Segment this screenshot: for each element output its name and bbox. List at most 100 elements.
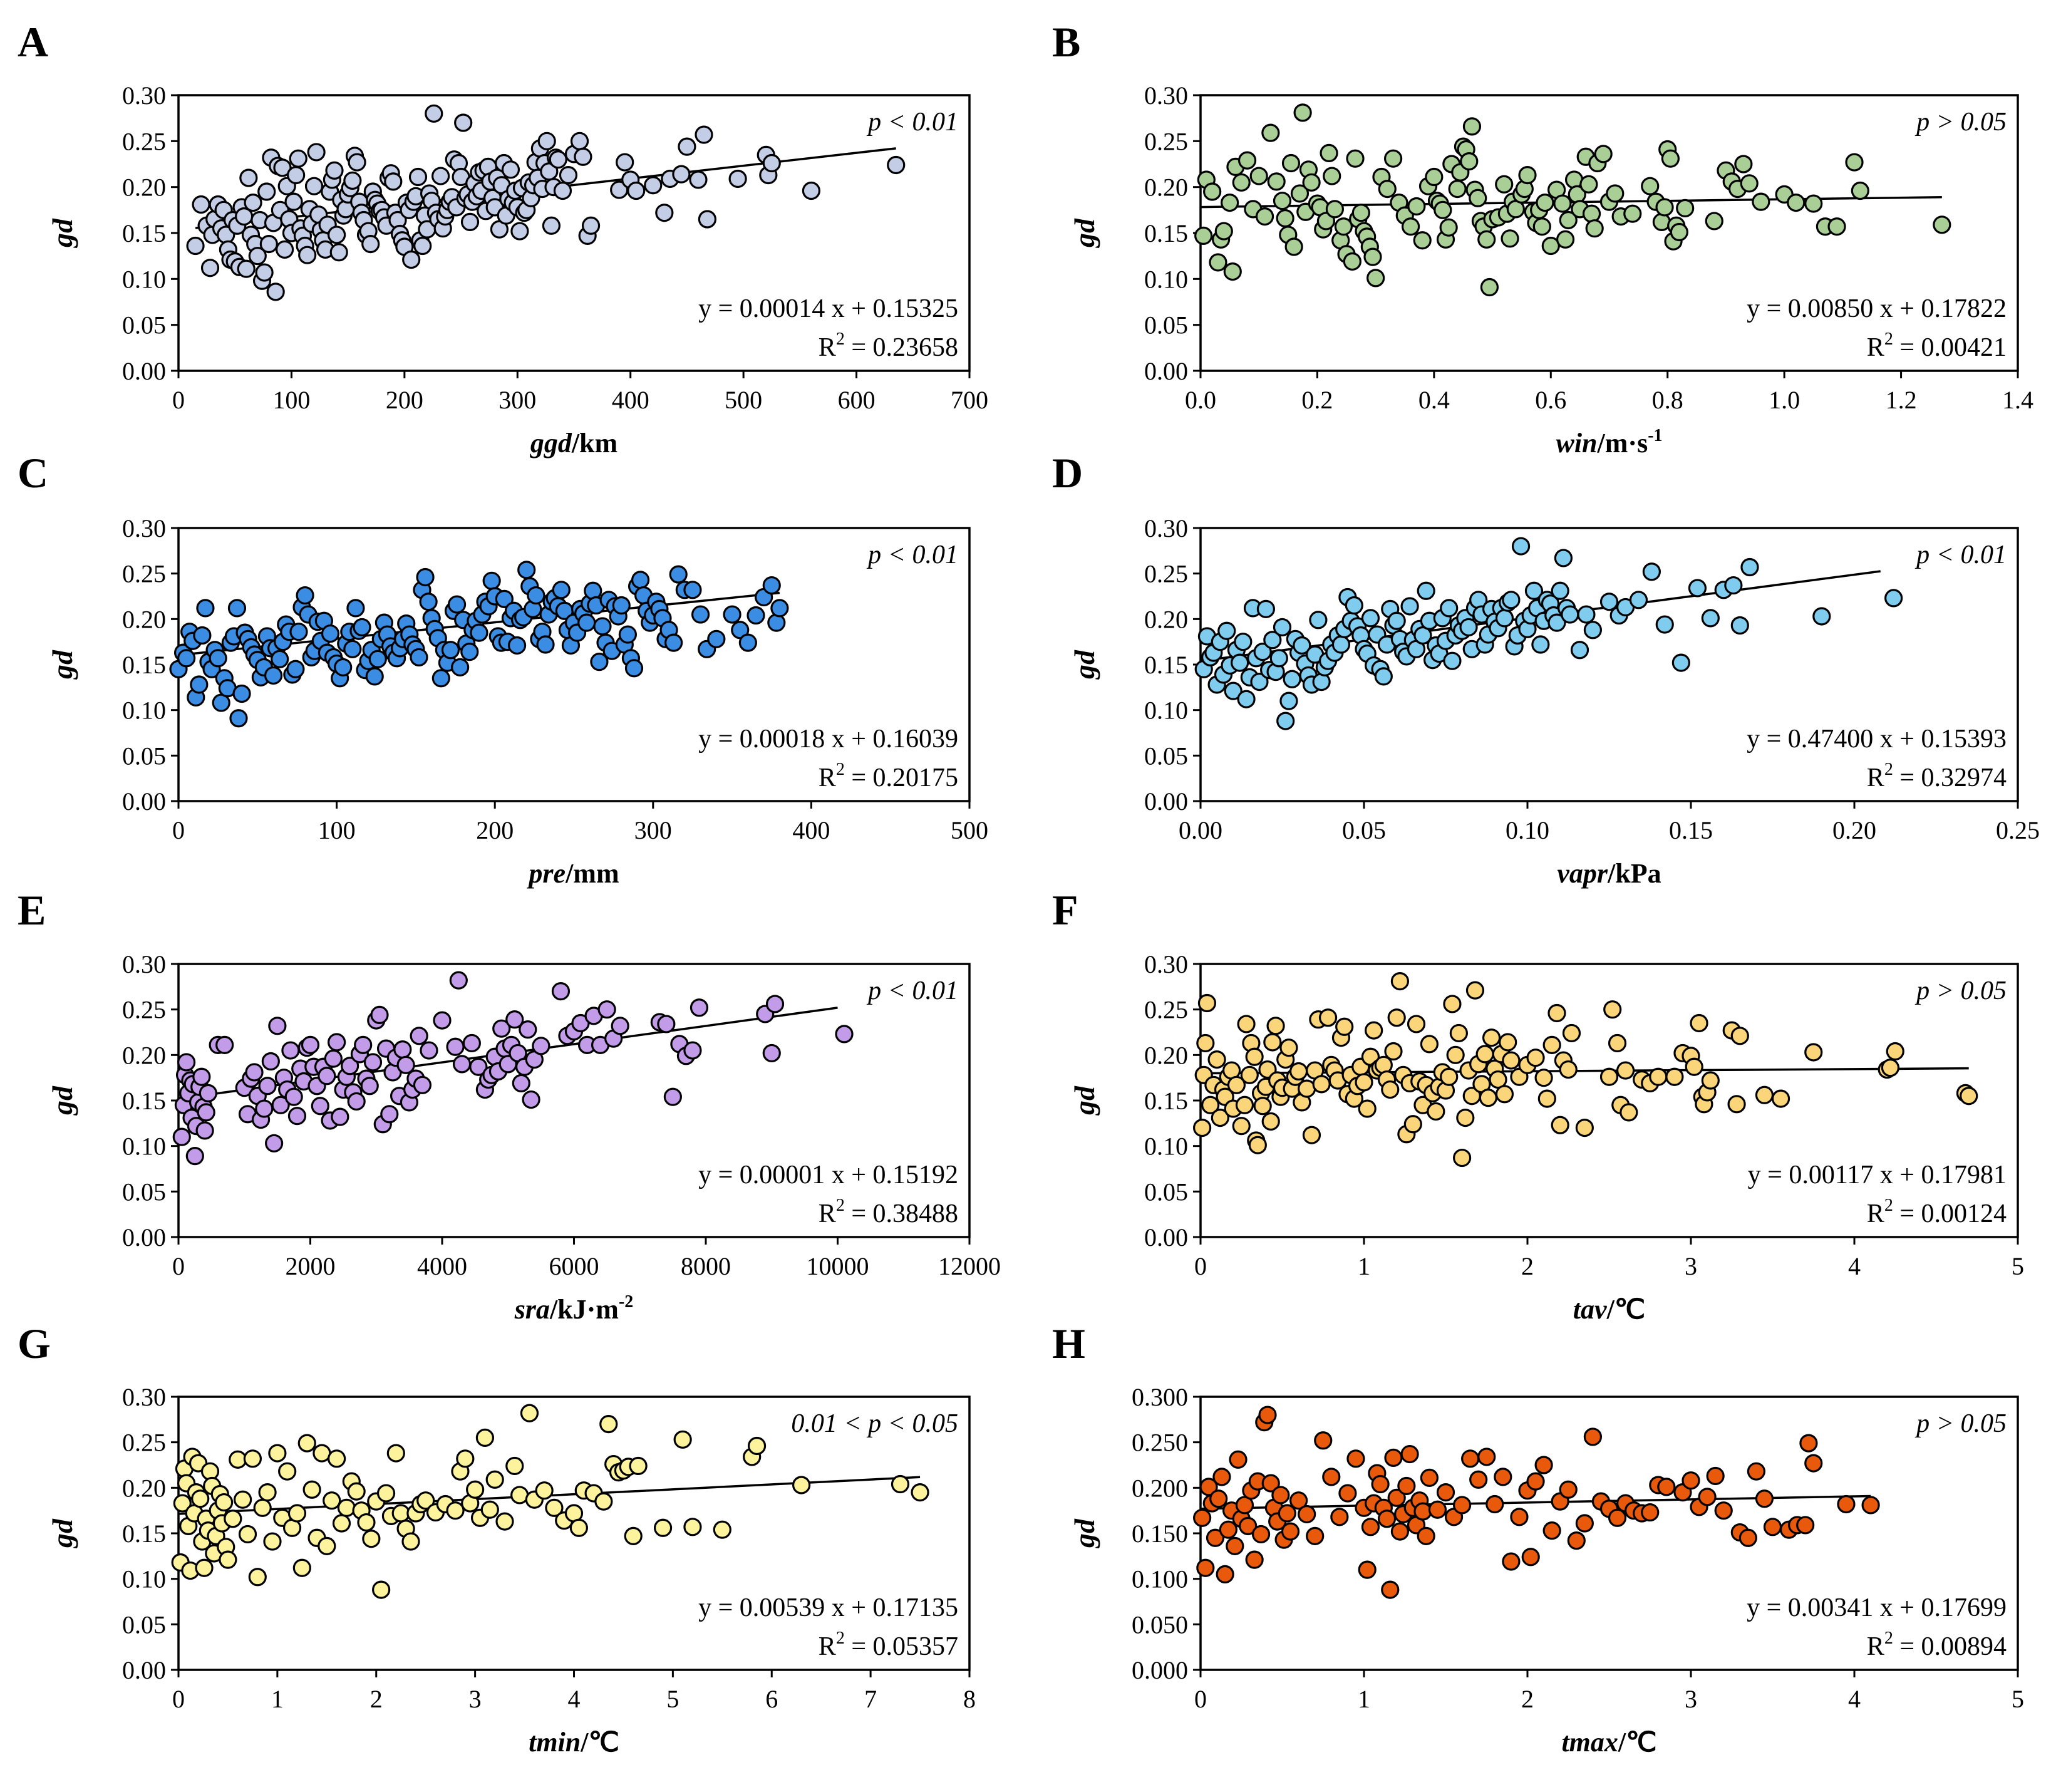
data-point: [1400, 597, 1419, 616]
data-point: [1459, 618, 1478, 637]
data-point: [441, 641, 460, 660]
data-point: [1960, 1087, 1978, 1106]
data-point: [1701, 609, 1720, 628]
data-point: [505, 1010, 524, 1029]
data-point: [1261, 123, 1280, 142]
data-point: [1837, 1494, 1856, 1514]
x-tick-label: 0.0: [1185, 386, 1216, 414]
r-squared-value: = 0.38488: [845, 1199, 958, 1228]
data-point: [413, 1075, 432, 1094]
x-tick-label: 600: [838, 386, 876, 414]
y-tick-label: 0.20: [122, 605, 166, 633]
p-value-label: p < 0.01: [1914, 541, 2007, 569]
y-tick-label: 0.15: [1144, 651, 1188, 679]
data-point: [347, 1482, 366, 1501]
data-point: [219, 1550, 237, 1569]
r-squared-exponent: 2: [836, 1629, 845, 1648]
data-point: [190, 675, 209, 694]
data-point: [343, 640, 362, 658]
data-point: [281, 1041, 300, 1060]
data-point: [1771, 1089, 1790, 1108]
data-point: [265, 1134, 284, 1152]
data-point: [346, 599, 365, 618]
r-squared-symbol: R: [1867, 1632, 1884, 1661]
data-point: [347, 1092, 366, 1111]
data-point: [1366, 269, 1385, 287]
y-tick-label: 0.30: [122, 1383, 166, 1411]
data-point: [1240, 1065, 1259, 1084]
data-point: [1212, 1468, 1231, 1486]
data-point: [1804, 194, 1823, 213]
data-point: [1559, 1480, 1578, 1499]
x-tick-label: 500: [725, 386, 762, 414]
data-point: [248, 247, 267, 266]
data-point: [1884, 589, 1903, 608]
data-point: [1325, 200, 1344, 219]
data-point: [348, 153, 366, 172]
data-point: [1439, 218, 1458, 237]
data-point: [1316, 212, 1336, 230]
data-point: [229, 1450, 247, 1469]
data-point: [1323, 167, 1341, 185]
x-tick-label: 3: [1685, 1685, 1697, 1713]
data-point: [1570, 641, 1589, 660]
data-point: [1701, 1071, 1720, 1090]
data-point: [1861, 1496, 1880, 1515]
r-squared-value: = 0.00124: [1893, 1199, 2007, 1228]
data-point: [1384, 149, 1403, 168]
data-point: [765, 995, 785, 1013]
data-point: [1562, 1023, 1581, 1043]
r-squared-symbol: R: [819, 333, 836, 362]
data-point: [507, 636, 527, 655]
data-point: [243, 1449, 262, 1468]
data-point: [245, 1063, 264, 1082]
data-point: [1374, 667, 1393, 686]
data-point: [611, 1017, 629, 1035]
data-point: [410, 648, 428, 666]
data-point: [1448, 180, 1467, 199]
data-point: [433, 1011, 452, 1030]
panel-letter: G: [18, 1320, 51, 1367]
y-axis-label: gd: [46, 1085, 78, 1116]
r-squared-value: = 0.05357: [845, 1632, 958, 1661]
y-tick-label: 0.30: [1144, 950, 1188, 978]
data-point: [197, 1103, 215, 1122]
x-tick-label: 4000: [417, 1252, 467, 1280]
data-point: [1417, 1526, 1435, 1545]
data-point: [354, 1035, 373, 1054]
data-point: [1510, 1508, 1529, 1526]
y-tick-label: 0.00: [1144, 787, 1188, 816]
data-point: [574, 147, 592, 166]
data-point: [1312, 673, 1331, 691]
data-point: [298, 246, 317, 264]
data-point: [1253, 1097, 1272, 1116]
y-tick-label: 0.20: [122, 1474, 166, 1502]
r-squared-value: = 0.00894: [1893, 1632, 2007, 1661]
data-point: [357, 1513, 376, 1532]
x-tick-label: 0: [172, 386, 185, 414]
data-point: [1237, 1015, 1256, 1033]
y-tick-label: 0.20: [1144, 1041, 1188, 1069]
x-tick-label: 8000: [681, 1252, 731, 1280]
data-point: [360, 1077, 379, 1095]
x-axis-unit: /℃: [1618, 1727, 1657, 1758]
data-point: [1279, 1038, 1298, 1057]
x-tick-label: 0.25: [1996, 816, 2040, 844]
data-point: [485, 1470, 504, 1489]
data-point: [244, 194, 262, 212]
data-point: [1547, 613, 1566, 632]
r-squared-label: R2 = 0.23658: [819, 329, 958, 362]
data-point: [1480, 277, 1499, 297]
data-point: [1237, 690, 1256, 708]
y-tick-label: 0.25: [122, 1429, 166, 1457]
data-point: [284, 1087, 303, 1106]
data-point: [259, 235, 278, 254]
data-point: [1534, 1069, 1553, 1087]
data-point: [691, 605, 710, 624]
data-point: [278, 1462, 297, 1481]
data-point: [1194, 226, 1213, 245]
data-point: [1453, 1148, 1472, 1168]
data-point: [1377, 1510, 1397, 1528]
data-point: [1407, 197, 1426, 216]
y-tick-label: 0.250: [1132, 1429, 1188, 1457]
